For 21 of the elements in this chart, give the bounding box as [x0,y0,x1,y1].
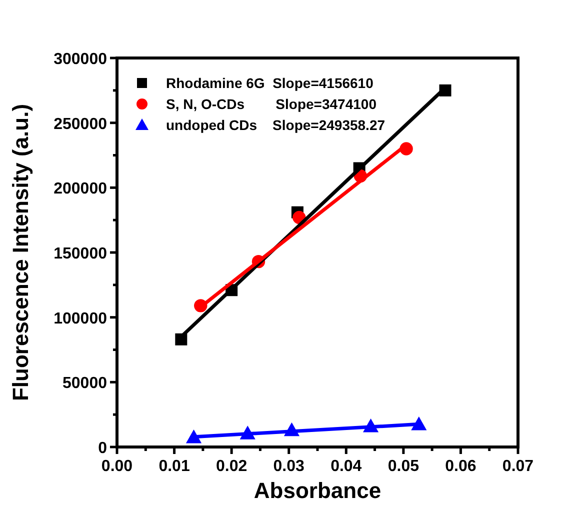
x-tick-label: 0.04 [330,458,362,475]
x-tick-label: 0.07 [502,458,534,475]
y-tick-label: 0 [98,440,108,457]
x-tick-label: 0.06 [445,458,476,475]
x-tick-label: 0.02 [216,458,248,475]
y-tick-label: 300000 [54,51,108,68]
legend-label: Rhodamine 6G Slope=4156610 [166,75,374,91]
x-tick-label: 0.05 [388,458,420,475]
y-tick-label: 200000 [54,180,108,198]
legend-label: undoped CDs Slope=249358.27 [166,117,386,133]
x-tick-label: 0.00 [101,458,133,475]
point [186,429,202,444]
y-tick-label: 250000 [54,116,108,133]
legend-label: S, N, O-CDs Slope=3474100 [166,96,377,112]
y-tick-label: 150000 [54,246,108,262]
x-axis-title: Absorbance [254,478,382,503]
y-tick-label: 100000 [54,310,108,328]
x-tick-label: 0.01 [158,458,190,475]
y-axis-title: Fluorescence Intensity (a.u.) [8,104,33,402]
x-tick-label: 0.03 [273,458,305,475]
y-tick-label: 50000 [62,375,108,392]
